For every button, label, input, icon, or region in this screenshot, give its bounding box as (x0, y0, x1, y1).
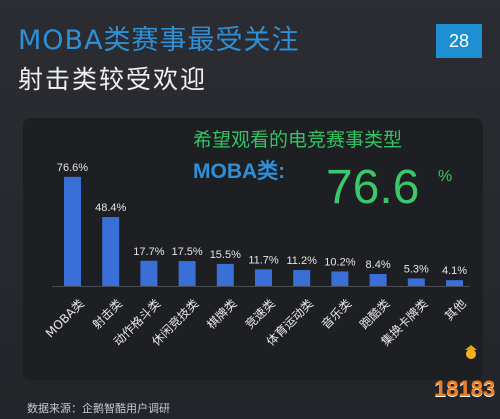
bar-8 (369, 274, 387, 286)
bar-value-label: 17.7% (133, 246, 164, 258)
bar-3 (178, 261, 196, 286)
bar-value-label: 17.5% (171, 246, 202, 258)
page-number-badge: 28 (436, 24, 482, 58)
chart-subtitle: 希望观看的电竞赛事类型 (193, 129, 403, 151)
bar-value-label: 5.3% (404, 263, 429, 275)
bar-value-label: 8.4% (366, 259, 391, 271)
category-tick-label: MOBA类 (43, 296, 87, 340)
bar-0 (64, 176, 81, 286)
bar-10 (446, 280, 463, 286)
bar-2 (140, 260, 158, 286)
sub-headline: 射击类较受欢迎 (18, 65, 208, 94)
site-logo-icon (465, 345, 477, 359)
bar-value-label: 4.1% (442, 265, 467, 277)
category-tick-label: 竞速类 (242, 296, 277, 331)
chart-panel (23, 118, 483, 380)
bar-9 (407, 278, 425, 286)
bar-value-label: 11.2% (287, 255, 318, 267)
category-tick-label: 棋牌类 (204, 296, 239, 331)
bar-value-label: 11.7% (248, 254, 279, 266)
bar-5 (255, 269, 272, 286)
category-tick-label: 跑酷类 (357, 296, 392, 331)
bar-1 (102, 217, 120, 286)
highlight-category-label: MOBA类: (193, 160, 286, 183)
category-tick-label: 射击类 (89, 296, 125, 332)
bar-4 (216, 263, 234, 286)
bar-value-label: 48.4% (95, 202, 126, 214)
bar-value-label: 76.6% (57, 162, 88, 174)
category-tick-label: 音乐类 (318, 296, 354, 332)
main-title: MOBA类赛事最受关注 (18, 25, 300, 56)
bar-6 (293, 270, 311, 286)
highlight-value: 76.6 (326, 161, 420, 214)
data-source-note: 数据来源：企鹅智酷用户调研 (27, 402, 170, 415)
highlight-unit: % (438, 168, 453, 185)
bar-value-label: 15.5% (210, 249, 241, 261)
category-tick-label: 其他 (442, 296, 469, 323)
bar-value-label: 10.2% (324, 256, 355, 268)
bar-7 (331, 271, 349, 286)
site-logo-text: 18183 (434, 376, 496, 401)
